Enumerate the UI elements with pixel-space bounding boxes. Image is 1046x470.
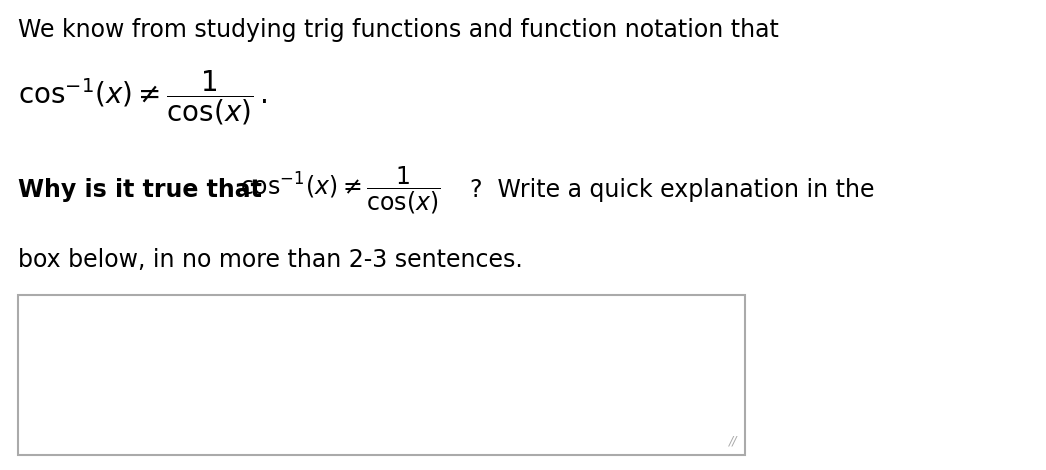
FancyBboxPatch shape	[18, 295, 745, 455]
Text: box below, in no more than 2-3 sentences.: box below, in no more than 2-3 sentences…	[18, 248, 523, 272]
Text: Why is it true that: Why is it true that	[18, 178, 270, 202]
Text: $\mathrm{cos}^{-1}(x) \neq \dfrac{1}{\mathrm{cos}(x)}$: $\mathrm{cos}^{-1}(x) \neq \dfrac{1}{\ma…	[240, 164, 440, 216]
Text: $\mathrm{cos}^{-1}(x) \neq \dfrac{1}{\mathrm{cos}(x)}\,.$: $\mathrm{cos}^{-1}(x) \neq \dfrac{1}{\ma…	[18, 68, 267, 127]
Text: //: //	[728, 434, 737, 447]
Text: We know from studying trig functions and function notation that: We know from studying trig functions and…	[18, 18, 779, 42]
Text: ?  Write a quick explanation in the: ? Write a quick explanation in the	[470, 178, 874, 202]
